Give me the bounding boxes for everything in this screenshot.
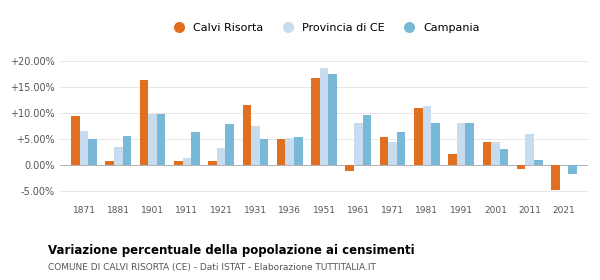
- Bar: [226, 124, 234, 165]
- Bar: [448, 154, 457, 165]
- Bar: [414, 108, 422, 165]
- Bar: [182, 158, 191, 165]
- Text: COMUNE DI CALVI RISORTA (CE) - Dati ISTAT - Elaborazione TUTTITALIA.IT: COMUNE DI CALVI RISORTA (CE) - Dati ISTA…: [48, 263, 376, 272]
- Bar: [397, 132, 406, 165]
- Bar: [388, 142, 397, 165]
- Bar: [534, 160, 542, 165]
- Bar: [328, 74, 337, 165]
- Bar: [354, 123, 362, 165]
- Bar: [500, 150, 508, 165]
- Bar: [251, 126, 260, 165]
- Bar: [431, 123, 440, 165]
- Bar: [362, 115, 371, 165]
- Bar: [482, 142, 491, 165]
- Bar: [457, 123, 466, 165]
- Bar: [148, 114, 157, 165]
- Bar: [294, 137, 302, 165]
- Bar: [114, 147, 122, 165]
- Bar: [122, 136, 131, 165]
- Bar: [286, 138, 294, 165]
- Bar: [157, 114, 166, 165]
- Bar: [517, 165, 526, 169]
- Bar: [346, 165, 354, 171]
- Bar: [568, 165, 577, 174]
- Legend: Calvi Risorta, Provincia di CE, Campania: Calvi Risorta, Provincia di CE, Campania: [163, 18, 485, 37]
- Bar: [491, 142, 500, 165]
- Bar: [551, 165, 560, 190]
- Bar: [106, 162, 114, 165]
- Bar: [526, 134, 534, 165]
- Bar: [174, 161, 182, 165]
- Bar: [71, 116, 80, 165]
- Bar: [88, 139, 97, 165]
- Bar: [208, 161, 217, 165]
- Bar: [242, 105, 251, 165]
- Bar: [191, 132, 200, 165]
- Bar: [422, 106, 431, 165]
- Bar: [466, 123, 474, 165]
- Bar: [380, 137, 388, 165]
- Bar: [140, 80, 148, 165]
- Bar: [320, 67, 328, 165]
- Bar: [260, 139, 268, 165]
- Bar: [311, 78, 320, 165]
- Bar: [80, 131, 88, 165]
- Text: Variazione percentuale della popolazione ai censimenti: Variazione percentuale della popolazione…: [48, 244, 415, 256]
- Bar: [217, 148, 226, 165]
- Bar: [277, 139, 286, 165]
